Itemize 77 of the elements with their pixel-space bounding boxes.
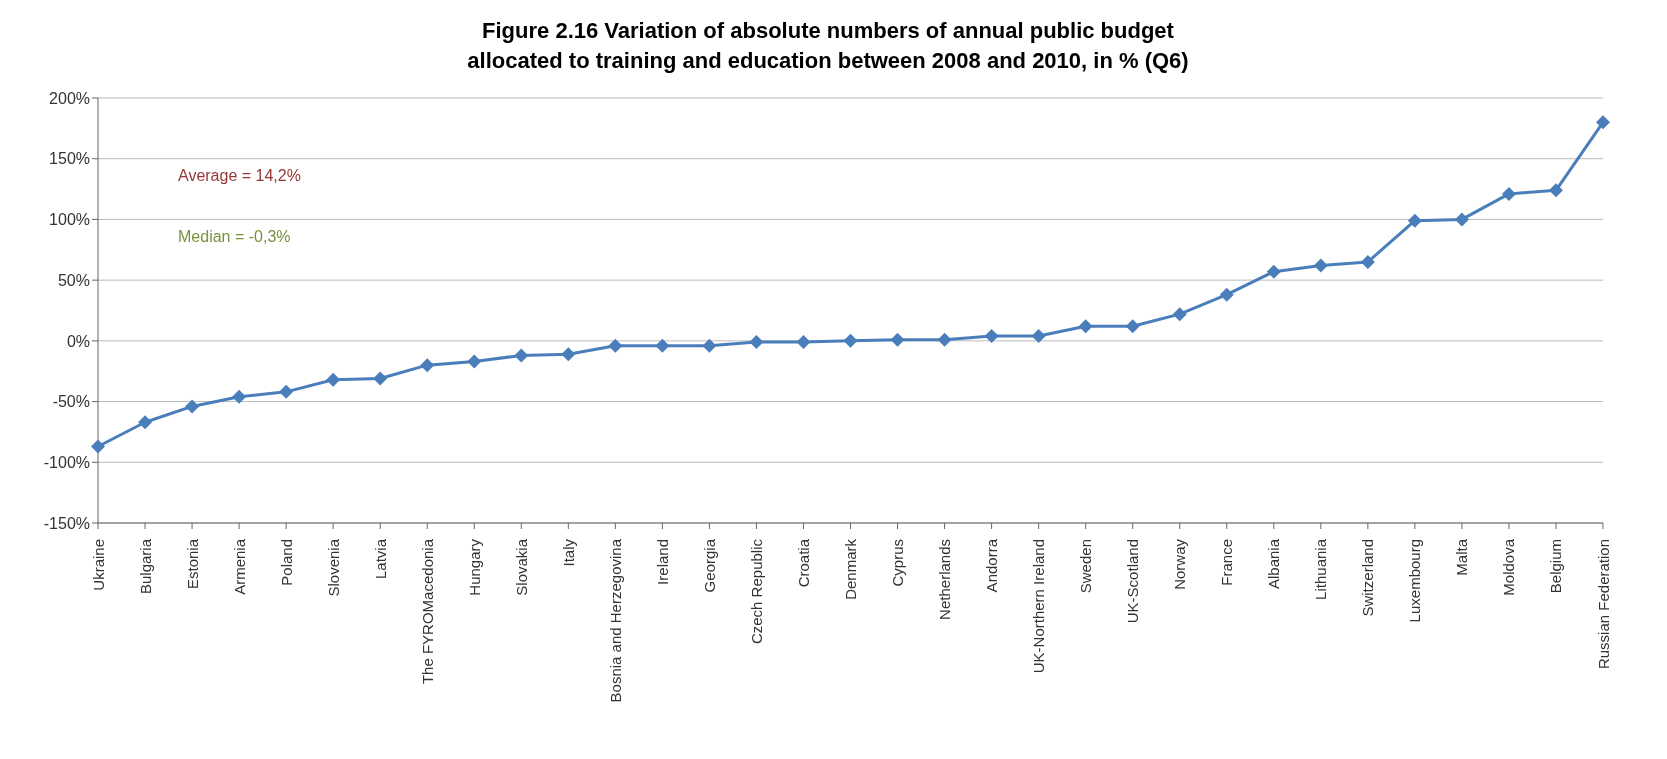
x-tick-label: Estonia <box>183 538 201 590</box>
point <box>1266 264 1281 279</box>
point <box>749 335 764 350</box>
x-tick-label: Czech Republic <box>747 538 765 645</box>
point <box>1454 212 1469 227</box>
point <box>1407 213 1422 228</box>
x-tick-label: Ireland <box>653 539 671 585</box>
x-tick-label: Netherlands <box>936 539 954 620</box>
y-tick-label: -50% <box>52 393 90 411</box>
point <box>138 415 153 430</box>
annotation: Average = 14,2% <box>178 166 301 185</box>
point <box>420 358 435 373</box>
x-tick-label: Cyprus <box>889 539 907 587</box>
x-tick-label: Albania <box>1265 538 1283 590</box>
point <box>796 335 811 350</box>
point <box>937 332 952 347</box>
x-tick-label: Georgia <box>700 538 718 593</box>
point <box>984 329 999 343</box>
point <box>561 347 576 362</box>
x-tick-label: Bulgaria <box>136 538 154 595</box>
x-tick-label: UK-Scotland <box>1124 539 1142 624</box>
x-tick-label: Slovenia <box>324 538 342 597</box>
x-tick-label: Italy <box>559 538 577 567</box>
point <box>1031 329 1046 343</box>
x-tick-label: Poland <box>277 539 295 586</box>
x-tick-label: Sweden <box>1077 539 1095 594</box>
x-tick-label: Ukraine <box>89 539 107 591</box>
y-tick-label: 150% <box>49 150 90 168</box>
point <box>1172 307 1187 322</box>
x-tick-label: Andorra <box>983 538 1001 593</box>
point <box>1125 319 1140 334</box>
x-tick-label: Denmark <box>842 538 859 600</box>
point <box>1596 115 1610 130</box>
x-tick-label: France <box>1218 539 1236 586</box>
x-tick-label: Russian Federation <box>1594 539 1612 670</box>
annotation: Median = -0,3% <box>178 227 291 246</box>
point <box>279 384 294 399</box>
point <box>326 372 341 387</box>
point <box>185 399 200 414</box>
point <box>843 333 858 348</box>
point <box>514 348 529 363</box>
x-tick-label: Norway <box>1171 538 1189 590</box>
x-tick-label: Croatia <box>794 538 812 588</box>
x-tick-label: Latvia <box>371 538 389 580</box>
point <box>1501 186 1516 201</box>
point <box>467 354 482 369</box>
point <box>890 332 905 347</box>
point <box>1219 287 1234 302</box>
x-tick-label: Switzerland <box>1359 539 1377 617</box>
point <box>373 371 388 386</box>
x-tick-label: UK-Northern Ireland <box>1030 539 1048 674</box>
x-tick-label: Luxembourg <box>1406 539 1424 623</box>
x-tick-label: Belgium <box>1547 539 1565 594</box>
point <box>1548 183 1563 198</box>
point <box>1313 258 1328 273</box>
x-tick-label: Bosnia and Herzegovina <box>606 538 624 703</box>
point <box>655 338 670 353</box>
y-tick-label: 100% <box>49 211 90 229</box>
x-tick-label: Hungary <box>465 538 483 596</box>
point <box>608 338 623 353</box>
y-tick-label: 0% <box>66 332 90 350</box>
chart-title: Figure 2.16 Variation of absolute numbers of annual public budget allocated to training and education between 2008 and 2010, in % (Q6) <box>466 17 1190 75</box>
y-tick-label: 200% <box>49 89 90 107</box>
y-tick-label: -150% <box>43 514 90 532</box>
x-tick-label: Malta <box>1453 538 1471 576</box>
point <box>91 439 105 454</box>
x-tick-label: Armenia <box>230 538 248 595</box>
point <box>1360 254 1375 269</box>
point <box>702 338 717 353</box>
point <box>232 389 247 404</box>
y-tick-label: 50% <box>57 271 90 289</box>
x-tick-label: Slovakia <box>512 538 530 596</box>
x-tick-label: The FYROMacedonia <box>418 538 436 685</box>
y-tick-label: -100% <box>43 453 90 471</box>
x-tick-label: Lithuania <box>1312 538 1330 600</box>
point <box>1078 319 1093 334</box>
x-tick-label: Moldova <box>1500 538 1518 596</box>
